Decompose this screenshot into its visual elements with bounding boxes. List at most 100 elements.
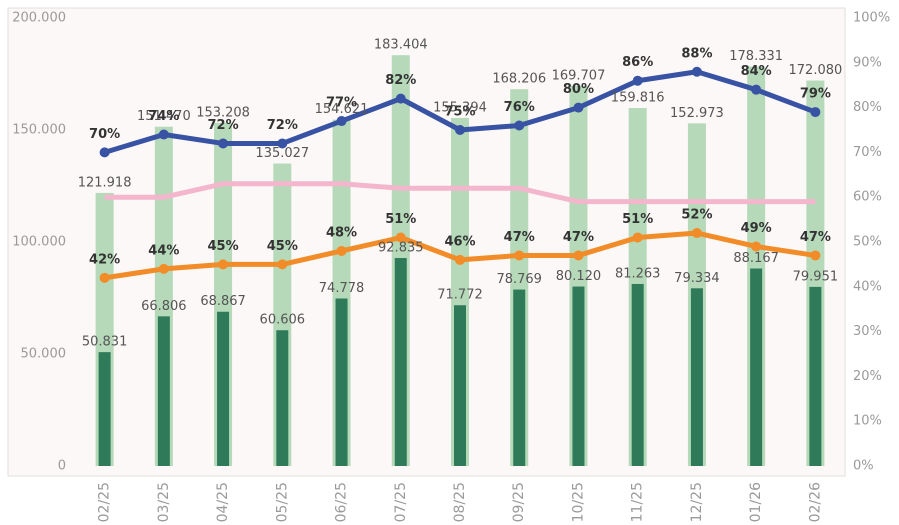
bar [454,305,466,466]
point [158,129,169,140]
bar-value-label: 81.263 [615,266,661,281]
point [573,102,584,113]
y2-tick-label: 10% [853,414,882,429]
point-value-label: 47% [800,230,831,245]
y-tick-label: 200.000 [12,11,66,26]
point-value-label: 74% [148,109,179,124]
bar-value-label: 60.606 [260,313,306,328]
x-tick-label: 06/25 [334,482,350,522]
point-value-label: 86% [622,55,653,70]
x-tick-label: 12/25 [689,482,705,522]
bar-value-label: 71.772 [437,288,483,303]
bar-value-label: 159.816 [611,91,665,106]
point-value-label: 45% [208,239,239,254]
point-value-label: 82% [385,73,416,88]
point-value-label: 70% [89,127,120,142]
x-tick-label: 02/26 [807,482,823,522]
point [514,120,525,131]
bar-value-label: 121.918 [78,175,132,190]
x-tick-label: 01/26 [748,482,764,522]
bar-value-label: 172.080 [789,63,843,78]
y2-tick-label: 0% [853,459,874,474]
bar [217,311,230,466]
point-value-label: 52% [681,208,712,223]
bar-value-label: 154.621 [315,102,369,117]
bar-value-label: 135.027 [255,146,309,161]
point [691,66,702,77]
point [99,147,110,158]
bar [809,286,822,466]
x-tick-label: 02/25 [97,482,113,522]
point-value-label: 76% [504,100,535,115]
point-value-label: 88% [681,46,712,61]
bar-value-label: 169.707 [552,68,606,83]
y2-tick-label: 70% [853,145,882,160]
bar-value-label: 183.404 [374,38,428,53]
bar [513,289,526,466]
point-value-label: 51% [385,212,416,227]
bar-value-label: 155.394 [433,100,487,115]
point [218,259,229,270]
point [218,138,229,149]
bar [631,283,644,466]
point [751,241,762,252]
bar-value-label: 178.331 [729,49,783,64]
point [691,228,702,239]
bar-value-label: 88.167 [733,251,779,266]
line [104,181,816,205]
bar-value-label: 79.951 [793,269,839,284]
bar-value-label: 80.120 [556,269,602,284]
point-value-label: 72% [267,118,298,133]
point [277,138,288,149]
bar-value-label: 50.831 [82,335,128,350]
y2-tick-label: 50% [853,235,882,250]
y-tick-label: 150.000 [12,123,66,138]
y2-tick-label: 90% [853,55,882,70]
point [395,93,406,104]
point [455,125,465,135]
point [336,245,347,256]
y2-tick-label: 40% [853,279,882,294]
point-value-label: 77% [326,96,357,111]
bar [98,352,111,466]
bar [335,298,348,466]
point [632,75,643,86]
point [277,259,288,270]
bar [157,316,170,466]
bar-value-label: 79.334 [674,271,720,286]
point [514,250,525,261]
y-tick-label: 50.000 [21,347,67,362]
point-value-label: 48% [326,225,357,240]
bar-value-label: 66.806 [141,299,187,314]
x-tick-label: 08/25 [452,482,468,522]
bar-value-label: 92.835 [378,241,424,256]
bar [690,288,703,466]
point-value-label: 80% [563,82,594,97]
bar-value-label: 153.208 [196,105,250,120]
point-value-label: 51% [622,212,653,227]
bar-value-label: 74.778 [319,281,365,296]
point-value-label: 72% [208,118,239,133]
x-tick-label: 11/25 [630,482,646,522]
point-value-label: 46% [444,234,475,249]
point [99,272,110,283]
bar-value-label: 78.769 [496,272,542,287]
point-value-label: 49% [741,221,772,236]
point [158,263,169,274]
bar [276,330,289,466]
bar [750,268,763,466]
y2-tick-label: 30% [853,324,882,339]
y2-tick-label: 20% [853,369,882,384]
bar-value-label: 151.470 [137,109,191,124]
bar-value-label: 68.867 [200,294,246,309]
x-tick-label: 03/25 [156,482,172,522]
point [336,116,347,127]
point-value-label: 75% [444,105,475,120]
x-tick-label: 10/25 [570,482,586,522]
point [810,107,821,118]
point [632,232,643,243]
point-value-label: 44% [148,243,179,258]
bar [394,258,407,466]
point-value-label: 42% [89,252,120,267]
